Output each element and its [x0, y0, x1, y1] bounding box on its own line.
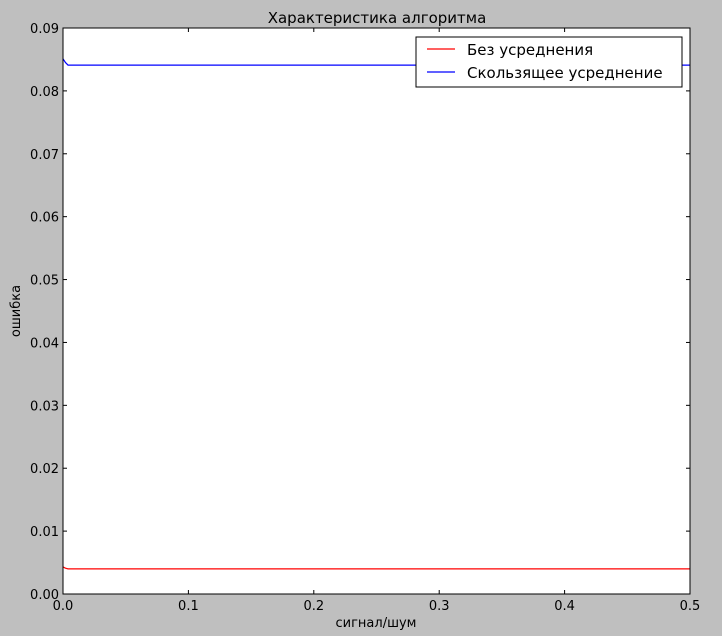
y-tick-label: 0.01 [30, 525, 59, 540]
y-axis-label: ошибка [9, 285, 24, 337]
y-tick-label: 0.07 [30, 148, 59, 163]
y-tick-label: 0.02 [30, 462, 59, 477]
legend-label-no-averaging: Без усреднения [467, 41, 593, 59]
y-axis: 0.00 0.01 0.02 0.03 0.04 0.05 0.06 0.07 0.08 0.09 [30, 22, 690, 603]
y-tick-label: 0.06 [30, 211, 59, 226]
plot-area [63, 28, 690, 594]
x-tick-label: 0.0 [53, 599, 74, 614]
x-tick-label: 0.5 [680, 599, 701, 614]
legend-label-moving-average: Скользящее усреднение [467, 64, 663, 82]
legend-box [415, 36, 683, 88]
x-tick-label: 0.3 [429, 599, 450, 614]
y-tick-label: 0.04 [30, 336, 59, 351]
x-axis: 0.0 0.1 0.2 0.3 0.4 0.5 [53, 28, 701, 614]
series-line-0 [62, 566, 690, 570]
y-tick-label: 0.05 [30, 274, 59, 289]
x-tick-label: 0.1 [178, 599, 199, 614]
x-axis-label: сигнал/шум [336, 616, 417, 631]
y-tick-label: 0.08 [30, 85, 59, 100]
y-tick-label: 0.00 [30, 588, 59, 603]
plot-frame [62, 27, 691, 595]
y-tick-label: 0.03 [30, 399, 59, 414]
chart-title: Характеристика алгоритма [268, 9, 487, 27]
legend: Без усреднения Скользящее усреднение [415, 36, 683, 88]
x-tick-label: 0.2 [303, 599, 324, 614]
y-tick-label: 0.09 [30, 22, 59, 37]
x-tick-label: 0.4 [554, 599, 575, 614]
